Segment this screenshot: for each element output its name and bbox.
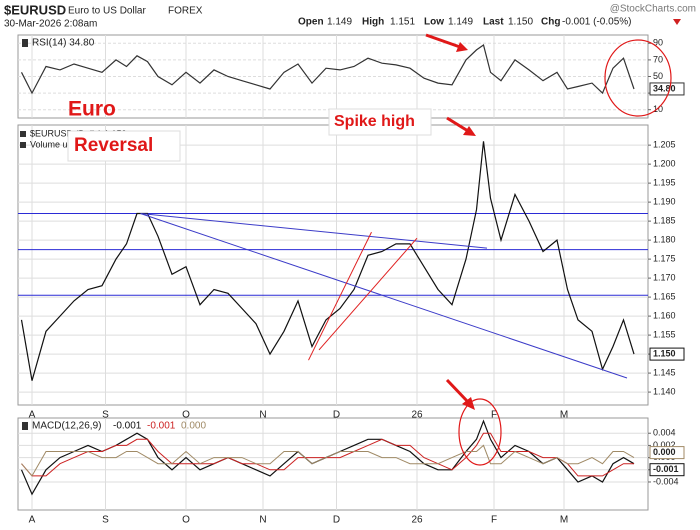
quote-label: Open [298,17,324,28]
x-tick-label: N [259,410,266,421]
instrument-name: Euro to US Dollar [68,6,146,17]
y-tick-label: 1.185 [653,215,676,225]
y-tick-label: 1.195 [653,178,676,188]
arrow-head [463,126,476,136]
y-tick-label: 1.180 [653,234,676,244]
y-tick-label: 1.155 [653,329,676,339]
arrow [446,116,469,133]
series-line [20,44,635,95]
plots: 1030507090RSI(14) 34.8034.80ASOND26FM1.1… [17,34,685,526]
y-tick-label: 50 [653,71,663,81]
annotation: Euro [68,98,116,121]
x-tick-label: M [560,515,568,526]
date: 30-Mar-2026 2:08am [4,19,97,30]
x-tick-label: F [491,515,497,526]
brand: @StockCharts.com [610,4,696,15]
y-tick-label: -0.004 [653,476,679,486]
highlight-ellipse [458,398,502,466]
x-tick-label: F [491,410,497,421]
y-tick-label: 0.002 [653,440,676,450]
symbol: $EURUSD [4,2,66,17]
quote-value: 1.149 [448,17,473,28]
down-indicator [673,19,681,25]
y-tick-label: 0.004 [653,428,676,438]
series-line [21,444,635,477]
y-tick-label: 1.140 [653,386,676,396]
y-tick-label: 1.190 [653,196,676,206]
x-tick-label: 26 [411,410,423,421]
x-tick-label: M [560,410,568,421]
y-tick-label: 10 [653,104,663,114]
legend-value: -0.001 [147,421,176,432]
quote-value: -0.001 (-0.05%) [562,17,631,28]
quote-value: 1.151 [390,17,415,28]
last-value-box [649,347,685,361]
quote-value: 1.150 [508,17,533,28]
x-tick-label: D [333,515,340,526]
x-tick-label: O [182,410,190,421]
last-value: -0.001 [653,464,679,474]
last-value: 34.80 [653,83,676,93]
trend-line [140,213,488,249]
y-tick-label: 70 [653,54,663,64]
quote-label: Chg [541,17,560,28]
annotation: Spike high [334,113,415,130]
annotations: Euro Reversal Spike high [67,33,672,466]
y-tick-label: 1.200 [653,159,676,169]
quote-value: 1.149 [327,17,352,28]
panel-label: MACD(12,26,9) [32,421,101,432]
legend-swatch [22,422,28,430]
last-value: 1.150 [653,348,676,358]
series-line [21,432,634,477]
annotation: Reversal [74,135,153,156]
arrow [425,33,461,49]
highlight-ellipse [604,39,672,117]
panel-label: RSI(14) 34.80 [32,38,95,49]
x-tick-label: D [333,410,340,421]
x-tick-label: O [182,515,190,526]
y-tick-label: 1.205 [653,140,676,150]
last-value-box [649,446,685,460]
quote-label: Last [483,17,504,28]
legend-value: -0.001 [113,421,142,432]
annotation-box [328,108,432,136]
y-tick-label: 1.170 [653,272,676,282]
plot-area [17,124,649,406]
trend-line [140,213,628,379]
x-tick-label: 26 [411,515,423,526]
exchange: FOREX [168,6,203,17]
legend-swatch [20,131,26,137]
last-value-box [649,463,685,477]
quote-label: Low [424,17,444,28]
legend-entry: Volume undefined [30,139,102,149]
y-tick-label: 1.165 [653,291,676,301]
y-tick-label: 1.175 [653,253,676,263]
x-tick-label: S [102,515,109,526]
quote-label: High [362,17,384,28]
x-tick-label: N [259,515,266,526]
x-tick-label: A [29,515,36,526]
trend-line [318,237,418,351]
legend-swatch [20,142,26,148]
y-tick-label: 90 [653,38,663,48]
annotation-box [67,130,181,162]
arrow [445,378,470,404]
arrow-head [456,42,468,52]
series-line [20,141,635,381]
plot-area [17,417,649,511]
x-tick-label: A [29,410,36,421]
legend-value: 0.000 [181,421,206,432]
trend-line [308,231,372,361]
x-tick-label: S [102,410,109,421]
y-tick-label: 1.160 [653,310,676,320]
y-tick-label: 1.145 [653,367,676,377]
last-value: 0.000 [653,447,676,457]
legend-swatch [22,39,28,47]
